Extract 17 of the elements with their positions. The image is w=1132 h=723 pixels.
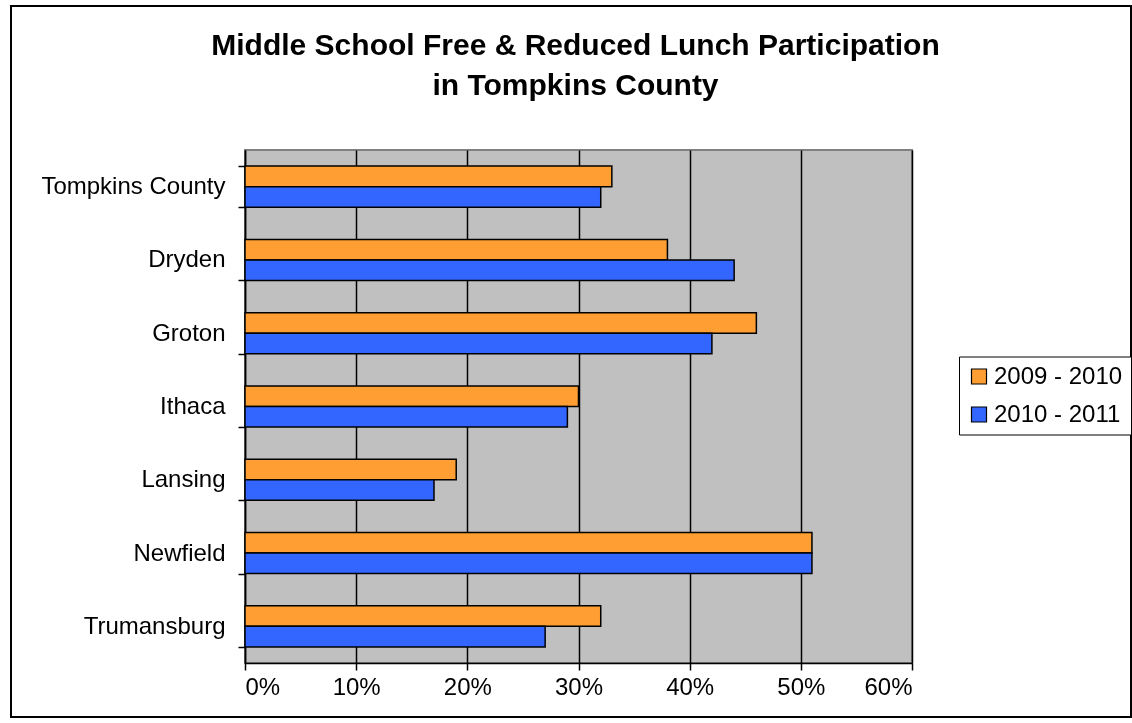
legend-label: 2009 - 2010 [994,361,1123,389]
y-tick-label: Tompkins County [41,172,226,200]
chart-title: Middle School Free & Reduced Lunch Participation in Tompkins County [211,28,940,101]
y-tick-label: Ithaca [160,392,227,419]
x-tick-label: 10% [332,672,381,700]
y-tick-label: Trumansburg [83,611,226,639]
x-tick-label: 60% [864,672,913,700]
y-tick-label: Lansing [141,465,226,493]
y-tick-label: Dryden [148,245,226,273]
x-tick-label: 30% [554,672,604,700]
y-tick-label: Newfield [133,538,226,566]
x-tick-label: 50% [777,672,826,700]
legend-label: 2010 - 2011 [994,399,1121,427]
y-tick-label: Groton [152,318,226,346]
x-tick-label: 20% [443,672,492,700]
x-tick-label: 40% [666,672,715,700]
x-tick-label: 0% [245,672,281,700]
